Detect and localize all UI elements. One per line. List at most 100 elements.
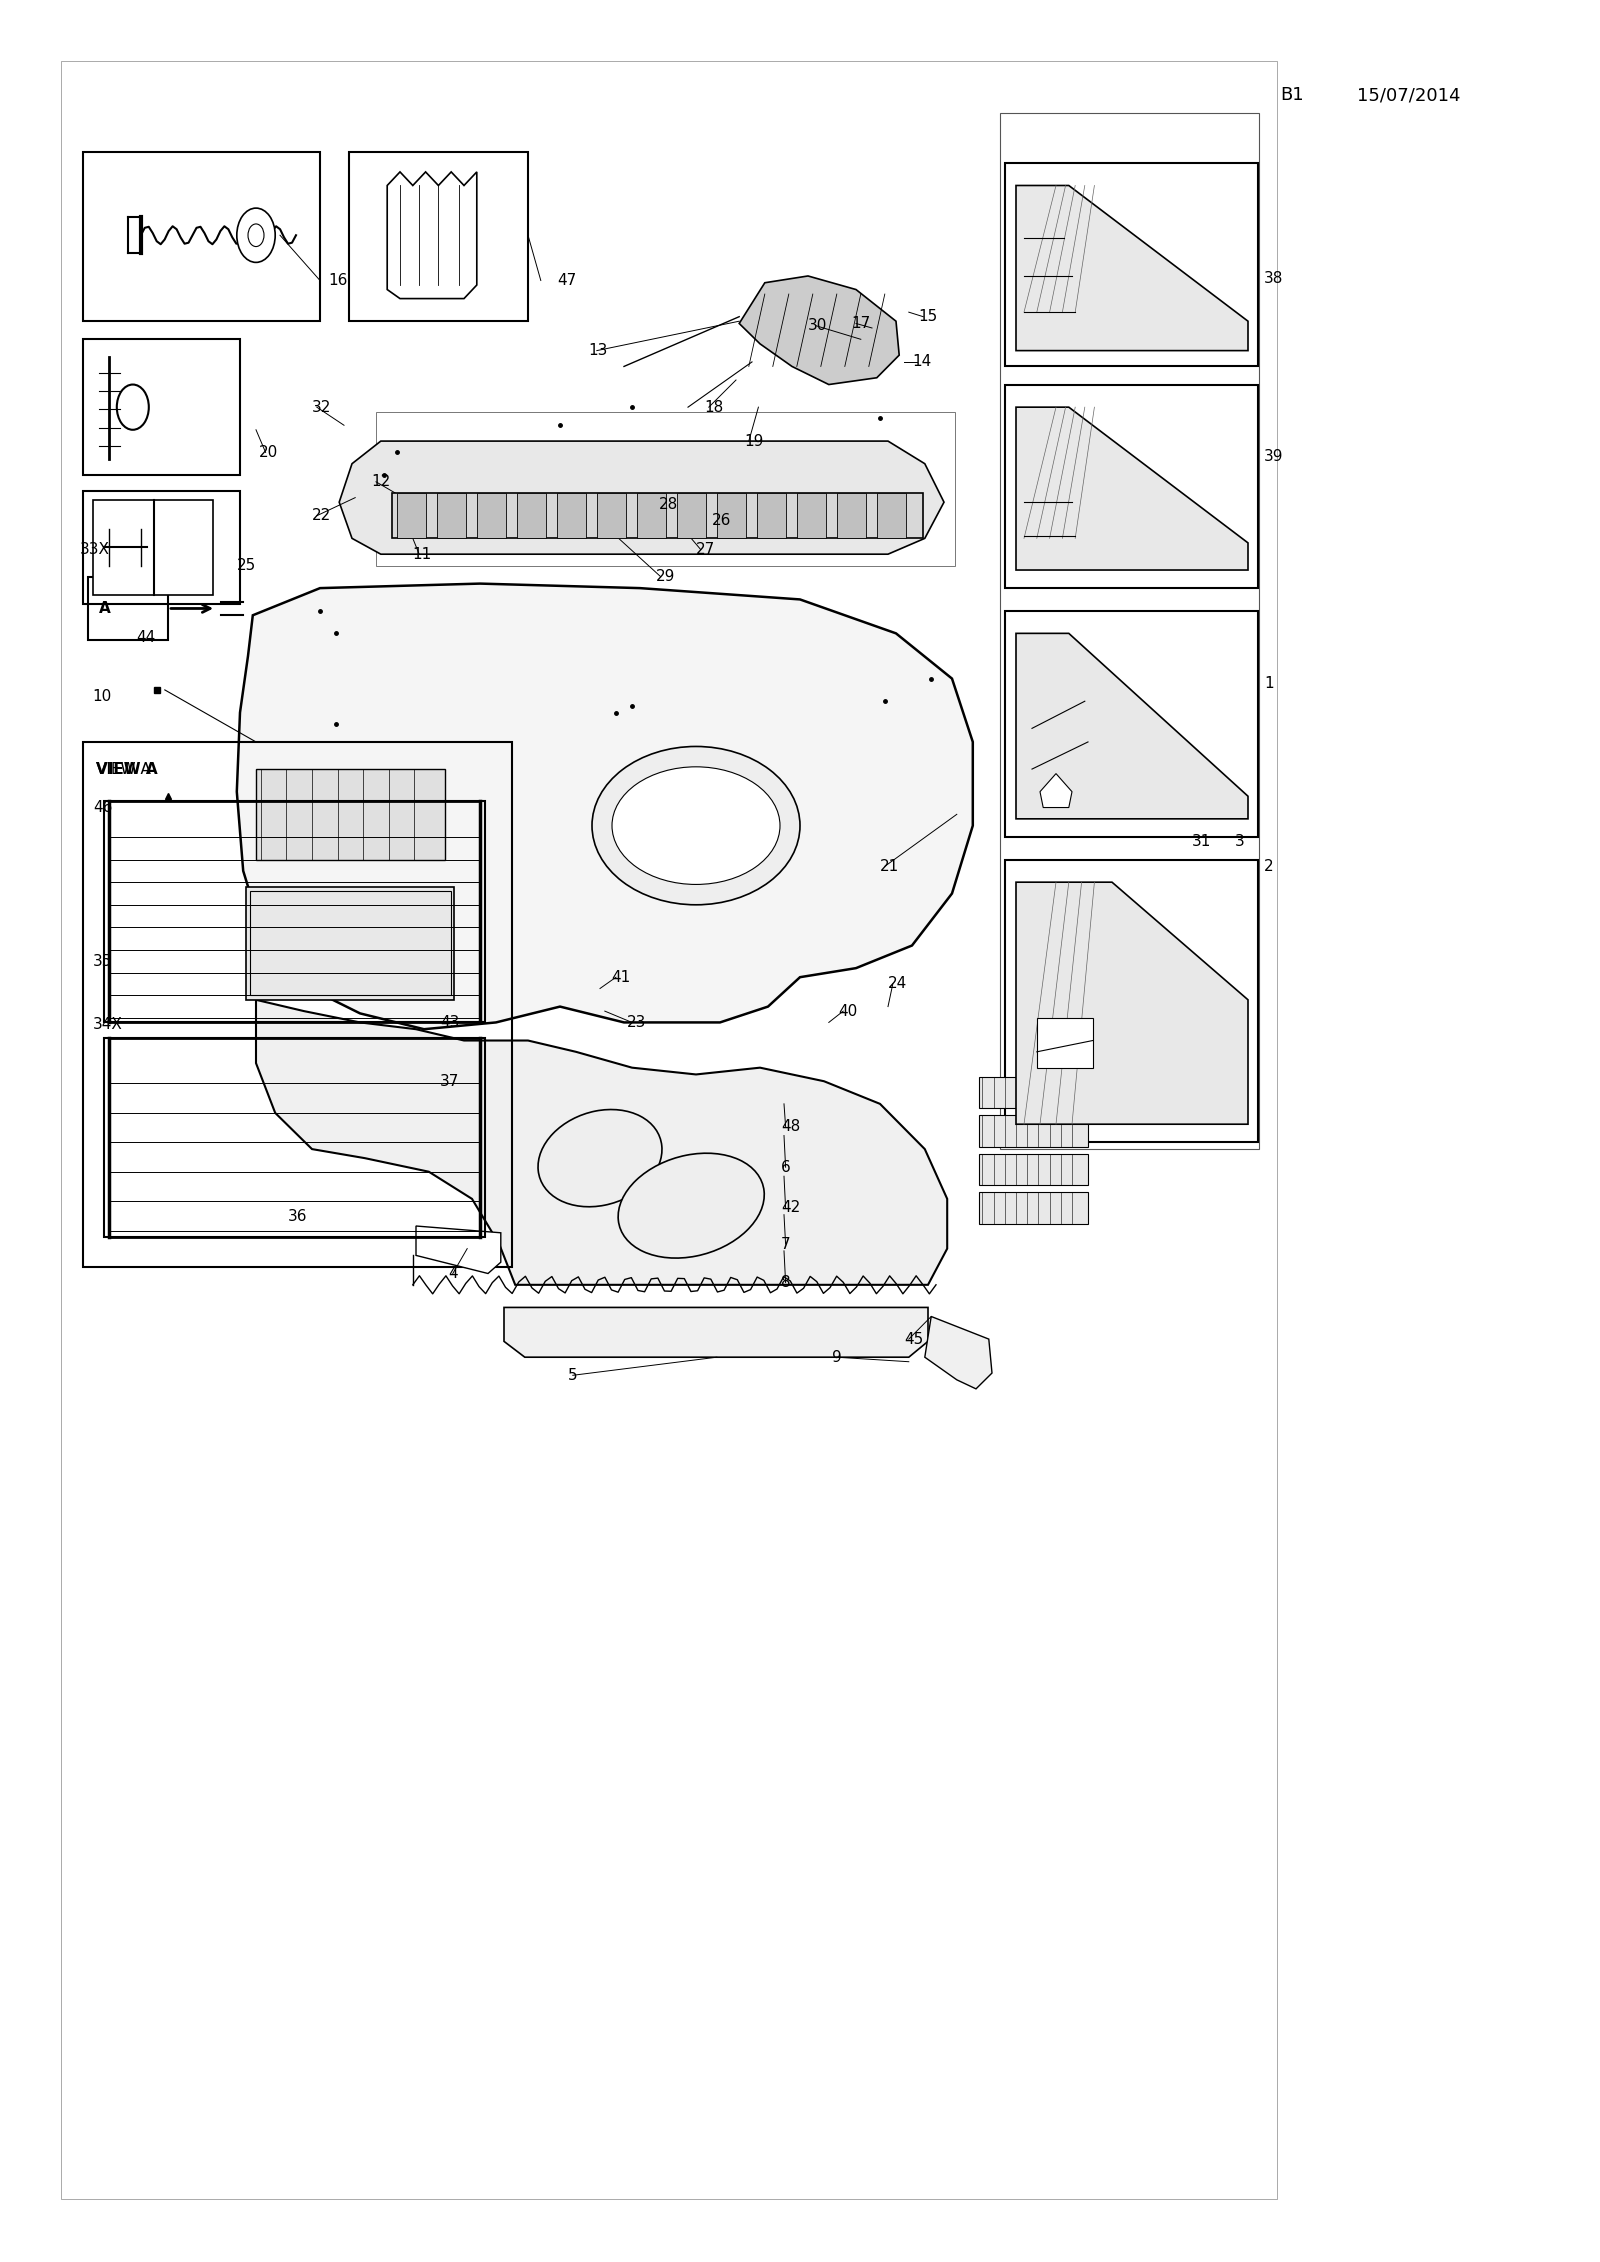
Bar: [256, 769, 445, 860]
Bar: [877, 493, 906, 538]
Bar: [1005, 860, 1258, 1142]
Text: 13: 13: [589, 344, 608, 357]
Text: 14: 14: [912, 355, 931, 369]
Text: 11: 11: [413, 547, 432, 561]
Polygon shape: [387, 172, 477, 299]
Text: 36: 36: [288, 1210, 307, 1224]
Polygon shape: [1040, 774, 1072, 808]
Text: 37: 37: [440, 1074, 459, 1088]
Text: 41: 41: [611, 970, 630, 984]
Text: 12: 12: [371, 475, 390, 489]
Bar: [837, 493, 866, 538]
Text: 27: 27: [696, 543, 715, 556]
Bar: [246, 887, 454, 1000]
Polygon shape: [925, 1316, 992, 1389]
Bar: [1005, 385, 1258, 588]
Text: 31: 31: [1192, 835, 1211, 848]
Bar: [83, 491, 240, 604]
Ellipse shape: [611, 767, 781, 884]
Text: 44: 44: [136, 631, 155, 645]
Text: 5: 5: [568, 1369, 578, 1382]
Text: 9: 9: [832, 1350, 842, 1364]
Text: 35: 35: [93, 955, 112, 968]
Bar: [376, 412, 955, 566]
Text: 22: 22: [312, 509, 331, 523]
Bar: [88, 577, 168, 640]
Text: 20: 20: [259, 446, 278, 459]
Text: 42: 42: [781, 1201, 800, 1215]
Bar: [1005, 611, 1258, 837]
Bar: [1005, 163, 1258, 366]
Bar: [349, 152, 528, 321]
Bar: [979, 1154, 1088, 1185]
Bar: [83, 339, 240, 475]
Bar: [677, 493, 706, 538]
Text: A: A: [99, 602, 110, 615]
Polygon shape: [1016, 407, 1248, 570]
Text: 30: 30: [808, 319, 827, 333]
Ellipse shape: [618, 1154, 765, 1258]
Text: 2: 2: [1264, 860, 1274, 873]
Ellipse shape: [538, 1111, 662, 1206]
Polygon shape: [256, 1000, 947, 1285]
Bar: [637, 493, 666, 538]
Text: 24: 24: [888, 977, 907, 991]
Bar: [250, 891, 451, 995]
Text: 21: 21: [880, 860, 899, 873]
Bar: [517, 493, 546, 538]
Bar: [437, 493, 466, 538]
Circle shape: [237, 208, 275, 262]
Text: 34X: 34X: [93, 1018, 123, 1031]
Text: 32: 32: [312, 400, 331, 414]
Text: 48: 48: [781, 1120, 800, 1133]
Text: 28: 28: [659, 498, 678, 511]
Text: 15: 15: [918, 310, 938, 323]
Text: 1: 1: [1264, 676, 1274, 690]
Polygon shape: [1016, 882, 1248, 1124]
Text: B1: B1: [1280, 86, 1304, 104]
Text: 45: 45: [904, 1332, 923, 1346]
Bar: [104, 801, 485, 1022]
Bar: [83, 152, 320, 321]
Text: 43: 43: [440, 1016, 459, 1029]
Text: 38: 38: [1264, 271, 1283, 285]
Text: 3: 3: [1235, 835, 1245, 848]
Text: 8: 8: [781, 1276, 790, 1289]
Text: 19: 19: [744, 434, 763, 448]
Bar: [93, 500, 213, 595]
Polygon shape: [739, 276, 899, 385]
Bar: [717, 493, 746, 538]
Bar: [979, 1077, 1088, 1108]
Text: 40: 40: [838, 1004, 858, 1018]
Bar: [61, 61, 1277, 2199]
Polygon shape: [1016, 185, 1248, 351]
Text: 7: 7: [781, 1237, 790, 1251]
Bar: [797, 493, 826, 538]
Text: VIEW A: VIEW A: [96, 762, 158, 776]
Bar: [397, 493, 426, 538]
Bar: [1037, 1018, 1093, 1068]
Text: 47: 47: [557, 274, 576, 287]
Polygon shape: [237, 584, 973, 1029]
Text: 17: 17: [851, 317, 870, 330]
Text: 33X: 33X: [80, 543, 110, 556]
Text: 10: 10: [93, 690, 112, 703]
Polygon shape: [339, 441, 944, 554]
Text: 15/07/2014: 15/07/2014: [1357, 86, 1461, 104]
Bar: [979, 1115, 1088, 1147]
Text: 29: 29: [656, 570, 675, 584]
Text: 39: 39: [1264, 450, 1283, 464]
Text: 16: 16: [328, 274, 347, 287]
Text: VIEW A: VIEW A: [96, 762, 150, 776]
Ellipse shape: [592, 746, 800, 905]
Polygon shape: [504, 1307, 928, 1357]
Bar: [392, 493, 923, 538]
Text: 4: 4: [448, 1267, 458, 1280]
Text: 26: 26: [712, 513, 731, 527]
Circle shape: [248, 224, 264, 247]
Text: 23: 23: [627, 1016, 646, 1029]
Circle shape: [117, 385, 149, 430]
Bar: [557, 493, 586, 538]
Text: 6: 6: [781, 1160, 790, 1174]
Text: 46: 46: [93, 801, 112, 814]
